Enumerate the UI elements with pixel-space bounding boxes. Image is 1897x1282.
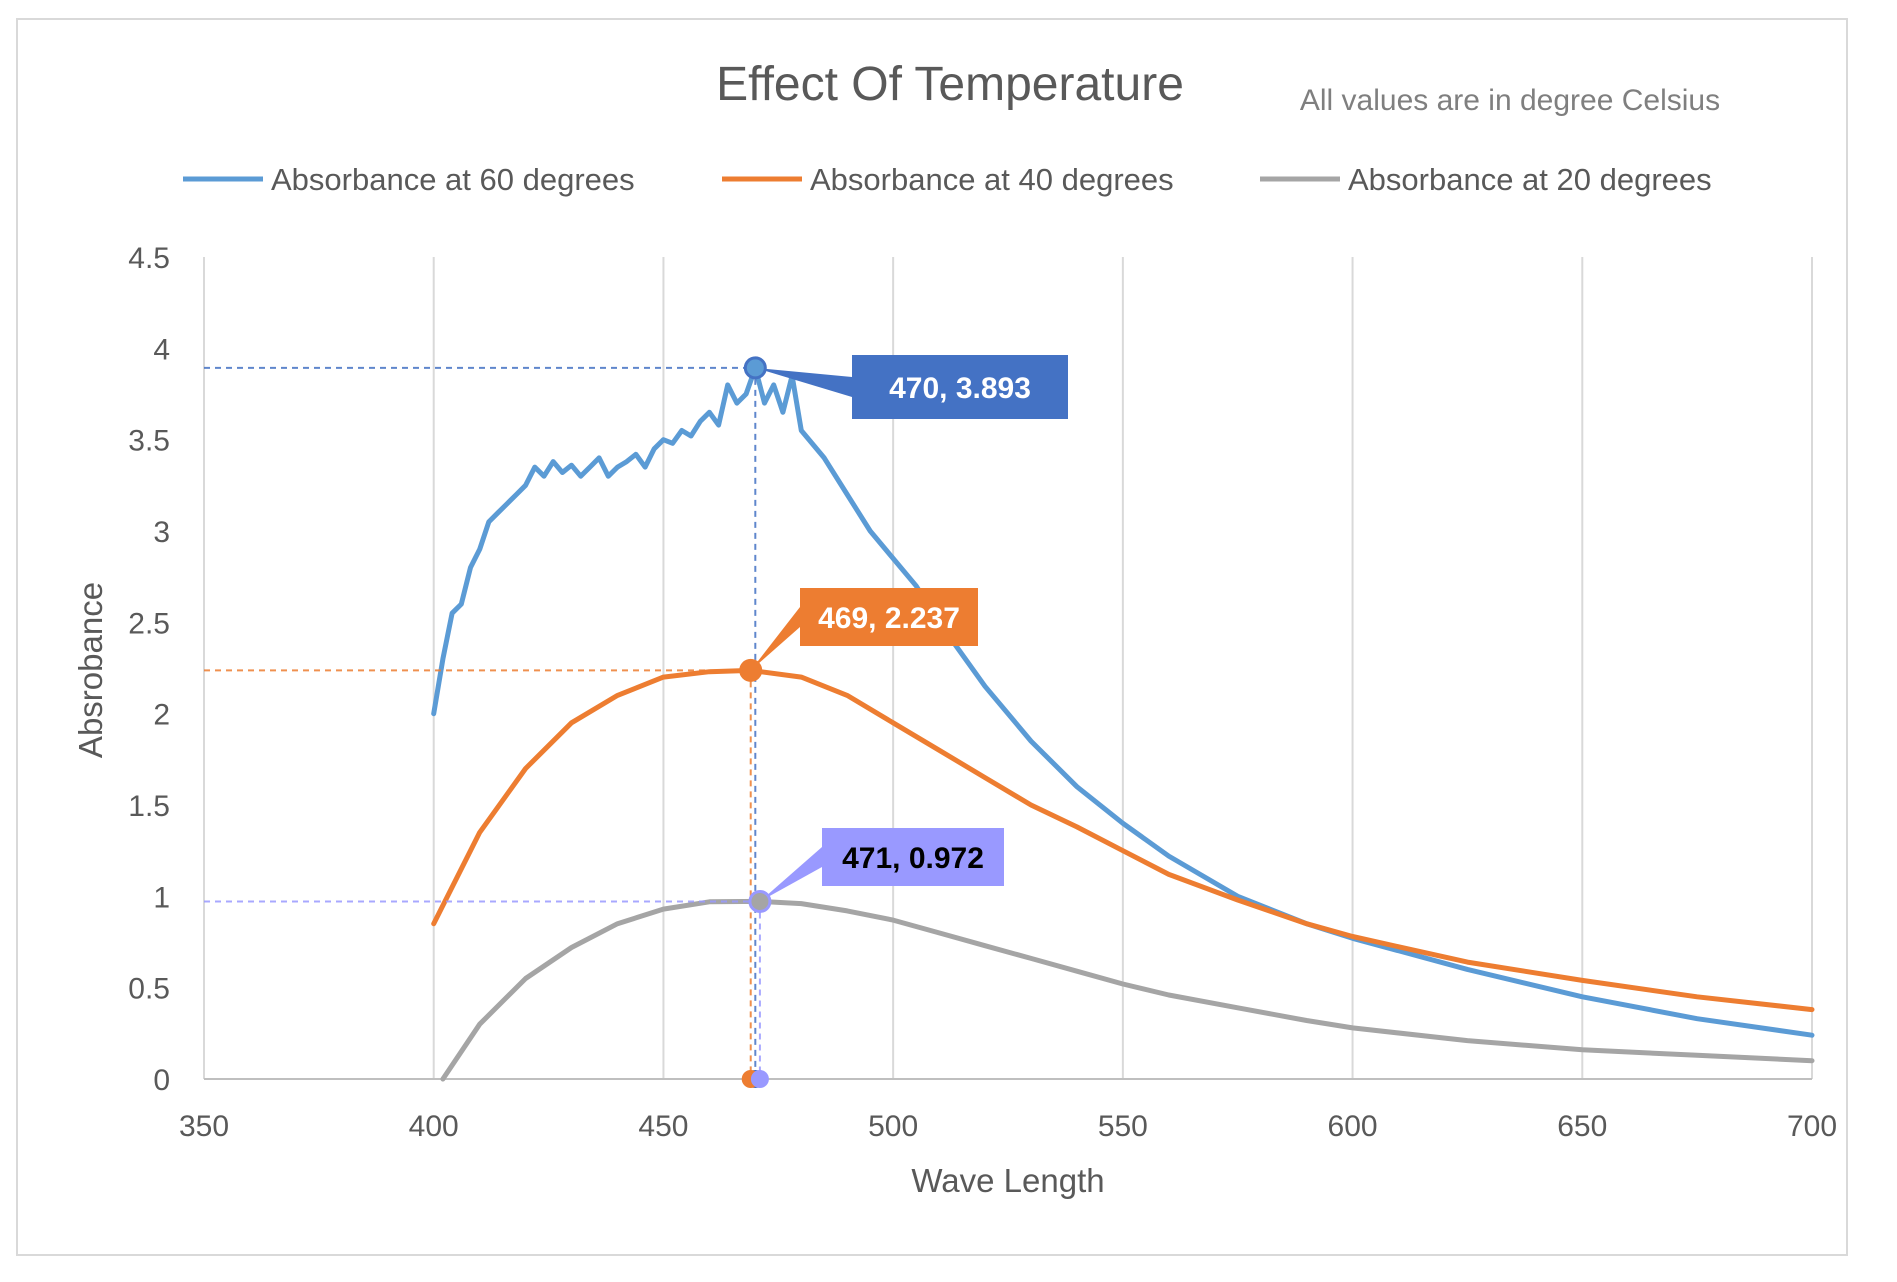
y-tick-label: 3.5 [128,425,170,458]
chart-subtitle: All values are in degree Celsius [1300,84,1720,117]
y-tick-label: 2.5 [128,607,170,640]
y-tick-label: 1.5 [128,790,170,823]
series-lines [431,365,1815,1082]
y-tick-label: 0 [153,1064,170,1097]
annotation-leader [759,847,822,902]
y-tick-label: 1 [153,881,170,914]
axes: 350 400 450 500 550 600 650 700 0 0.5 1 1.5 2 2.5 3 3.5… [128,242,1837,1143]
gridlines [432,257,1813,1079]
x-tick-label: 350 [179,1110,229,1143]
series-line-1 [431,365,1815,1038]
y-axis-title: Absrobance [72,582,109,758]
legend-label: Absorbance at 60 degrees [271,162,635,197]
annotation-leader [750,607,800,671]
annotation-point-marker [748,889,772,913]
y-tick-label: 0.5 [128,973,170,1006]
x-tick-label: 600 [1328,1110,1378,1143]
annotation-label-box [822,828,1004,886]
y-tick-label: 4 [153,333,170,366]
annotation-label: 470, 3.893 [889,372,1031,405]
x-axis-title: Wave Length [911,1162,1104,1199]
x-tick-label: 500 [868,1110,918,1143]
x-tick-label: 550 [1098,1110,1148,1143]
annotation-leader [755,367,852,397]
legend-label: Absorbance at 40 degrees [810,162,1174,197]
annotation-label: 469, 2.237 [818,602,960,635]
y-tick-label: 3 [153,516,170,549]
x-tick-label: 650 [1557,1110,1607,1143]
annotation-label-box [852,355,1068,419]
series-line-2 [431,667,1815,1013]
y-tick-label: 2 [153,699,170,732]
x-tick-label: 400 [409,1110,459,1143]
y-tick-label: 4.5 [128,242,170,275]
annotation-axis-marker [750,1070,769,1088]
annotation-point-marker [739,658,763,682]
legend: Absorbance at 60 degrees Absorbance at 40… [183,162,1712,197]
x-tick-label: 700 [1787,1110,1837,1143]
legend-label: Absorbance at 20 degrees [1348,162,1712,197]
annotation-label-box [800,588,978,646]
x-tick-label: 450 [638,1110,688,1143]
annotations: 470, 3.893 469, 2.237 471, 0.972 [204,355,1068,1088]
series-line-3 [440,898,1815,1082]
annotation-point-marker [743,356,767,380]
annotation-label: 471, 0.972 [842,842,984,875]
chart-title: Effect Of Temperature [716,58,1184,111]
